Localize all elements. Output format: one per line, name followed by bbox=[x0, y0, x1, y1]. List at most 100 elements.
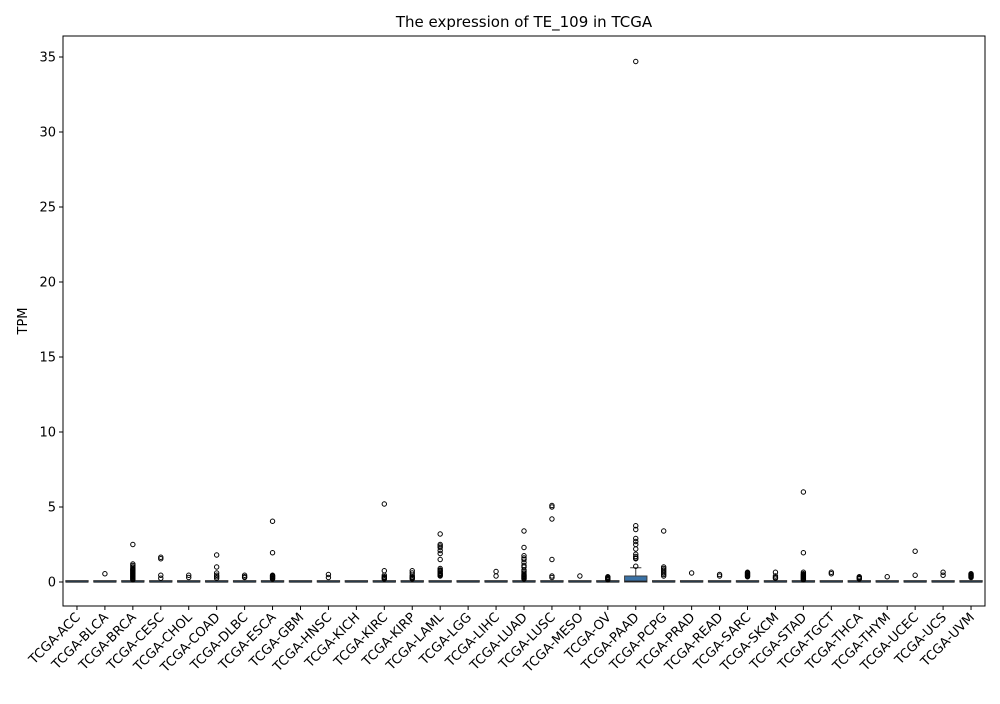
outlier-point bbox=[158, 575, 164, 581]
y-tick-label: 10 bbox=[39, 426, 56, 441]
outlier-point bbox=[521, 528, 527, 534]
box-group-tcga-dlbc bbox=[232, 572, 257, 583]
y-tick-label: 15 bbox=[39, 351, 56, 366]
outlier-point bbox=[660, 573, 667, 579]
outlier-point bbox=[633, 523, 639, 529]
box-group-tcga-cesc bbox=[149, 554, 173, 583]
plot-frame bbox=[62, 35, 986, 607]
outlier-point bbox=[968, 574, 974, 581]
y-tick-label: 5 bbox=[48, 501, 56, 516]
outlier-point bbox=[213, 570, 220, 576]
box-group-tcga-luad bbox=[512, 528, 536, 583]
box-group-tcga-kirc bbox=[372, 501, 396, 583]
outlier-point bbox=[158, 556, 164, 562]
box-group-tcga-acc bbox=[65, 580, 89, 583]
outlier-point bbox=[437, 573, 443, 579]
outlier-point bbox=[633, 58, 639, 65]
outlier-point bbox=[409, 576, 415, 582]
x-axis: TCGA-ACCTCGA-BLCATCGA-BRCATCGA-CESCTCGA-… bbox=[26, 606, 978, 676]
outlier-point bbox=[493, 573, 499, 579]
box-group-tcga-pcpg bbox=[652, 528, 676, 583]
outlier-point bbox=[912, 548, 918, 554]
box-group-tcga-gbm bbox=[288, 580, 313, 583]
outlier-point bbox=[549, 556, 555, 563]
outlier-point bbox=[633, 546, 639, 552]
outlier-point bbox=[549, 504, 555, 510]
outlier-point bbox=[633, 563, 639, 569]
box-group-tcga-esca bbox=[260, 518, 285, 583]
outlier-point bbox=[521, 544, 527, 551]
outlier-point bbox=[381, 576, 388, 582]
outlier-point bbox=[521, 576, 527, 582]
outlier-point bbox=[186, 574, 192, 581]
box-group-tcga-meso bbox=[568, 573, 592, 583]
outlier-point bbox=[800, 550, 807, 556]
box-group-tcga-read bbox=[707, 571, 732, 583]
outlier-point bbox=[577, 573, 583, 579]
outlier-point bbox=[633, 556, 639, 562]
outlier-point bbox=[130, 541, 136, 548]
outlier-point bbox=[186, 572, 192, 578]
outlier-point bbox=[130, 577, 136, 583]
outlier-point bbox=[940, 572, 946, 578]
outlier-point bbox=[800, 577, 807, 583]
outlier-point bbox=[633, 541, 639, 548]
outlier-point bbox=[213, 552, 220, 558]
outlier-point bbox=[856, 576, 862, 582]
box-group-tcga-uvm bbox=[959, 571, 983, 583]
box-group-tcga-lgg bbox=[456, 580, 480, 583]
outlier-point bbox=[437, 550, 443, 557]
outlier-point bbox=[772, 569, 779, 575]
y-axis: 0 5 10 15 20 25 30 35 bbox=[39, 51, 63, 591]
box-group-tcga-kirp bbox=[400, 568, 424, 583]
chart-title: The expression of TE_109 in TCGA bbox=[395, 13, 653, 32]
box-group-tcga-coad bbox=[204, 552, 229, 583]
outlier-point bbox=[269, 576, 276, 582]
box-group-tcga-brca bbox=[121, 541, 145, 583]
outlier-point bbox=[772, 575, 779, 581]
outlier-point bbox=[381, 501, 388, 507]
outlier-point bbox=[521, 553, 527, 559]
outlier-point bbox=[800, 489, 807, 495]
outlier-point bbox=[213, 564, 220, 570]
outlier-point bbox=[381, 568, 388, 574]
outlier-point bbox=[325, 574, 332, 581]
y-axis-label: TPM bbox=[16, 308, 31, 336]
outlier-point bbox=[912, 572, 918, 578]
outlier-point bbox=[884, 574, 890, 580]
outlier-point bbox=[660, 528, 667, 534]
outlier-point bbox=[940, 569, 946, 575]
outlier-point bbox=[605, 577, 611, 583]
outlier-point bbox=[269, 518, 276, 524]
box-group-tcga-ucs bbox=[931, 569, 955, 583]
y-tick-label: 30 bbox=[39, 126, 56, 141]
outlier-point bbox=[828, 571, 835, 577]
outlier-point bbox=[549, 574, 555, 581]
box-group-tcga-sarc bbox=[735, 569, 760, 583]
outlier-point bbox=[325, 571, 332, 578]
outlier-point bbox=[437, 547, 443, 554]
outlier-point bbox=[688, 570, 695, 576]
box bbox=[624, 575, 648, 583]
outlier-point bbox=[633, 538, 639, 545]
outlier-point bbox=[269, 550, 276, 556]
outlier-point bbox=[521, 556, 527, 563]
box-group-tcga-lusc bbox=[540, 502, 564, 583]
outlier-point bbox=[633, 535, 639, 542]
box-group-tcga-lihc bbox=[484, 568, 508, 583]
box-group-tcga-kich bbox=[344, 580, 369, 583]
box-group-tcga-skcm bbox=[763, 569, 788, 583]
y-tick-label: 0 bbox=[48, 576, 56, 591]
outlier-point bbox=[716, 573, 723, 579]
box-group-tcga-prad bbox=[679, 570, 704, 583]
outlier-point bbox=[102, 571, 108, 577]
box-group-tcga-thca bbox=[847, 574, 871, 583]
y-tick-label: 35 bbox=[39, 51, 56, 66]
box-group-tcga-ucec bbox=[903, 548, 927, 583]
outlier-point bbox=[437, 556, 443, 563]
y-tick-label: 25 bbox=[39, 201, 56, 216]
box-group-tcga-paad bbox=[624, 58, 648, 583]
box-group-tcga-laml bbox=[428, 531, 452, 583]
